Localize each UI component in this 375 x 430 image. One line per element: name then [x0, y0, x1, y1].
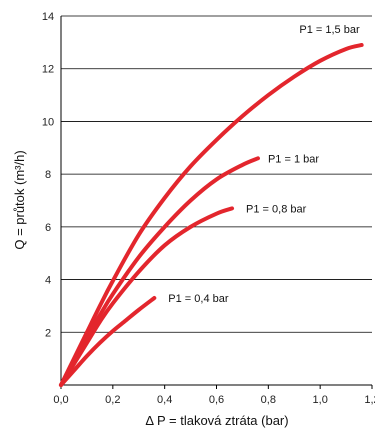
x-tick-label: 0,0: [53, 394, 68, 406]
y-tick-label: 8: [45, 169, 51, 181]
y-tick-label: 12: [42, 64, 54, 76]
series-label: P1 = 1,5 bar: [299, 24, 360, 36]
series-line: [59, 296, 157, 387]
x-tick-label: 1,0: [313, 394, 328, 406]
series-lines: [59, 42, 364, 387]
x-tick-labels: 0,0 0,2 0,4 0,6 0,8 1,0 1,2: [53, 385, 375, 406]
series-line: [59, 42, 364, 387]
x-tick-label: 1,2: [364, 394, 375, 406]
x-tick-label: 0,6: [209, 394, 224, 406]
y-tick-labels: 2 4 6 8 10 12 14: [42, 11, 54, 339]
y-tick-label: 2: [45, 327, 51, 339]
y-tick-label: 14: [42, 11, 54, 23]
x-tick-label: 0,8: [261, 394, 276, 406]
series-label: P1 = 0,8 bar: [246, 203, 307, 215]
series-label: P1 = 1 bar: [268, 153, 319, 165]
x-axis-label: Δ P = tlaková ztráta (bar): [145, 413, 288, 428]
x-tick-label: 0,4: [157, 394, 172, 406]
y-axis-label: Q = průtok (m³/h): [12, 150, 27, 249]
series-label: P1 = 0,4 bar: [168, 293, 229, 305]
x-tick-label: 0,2: [105, 394, 120, 406]
y-tick-label: 6: [45, 222, 51, 234]
gridlines: [61, 15, 372, 333]
axes: [60, 16, 372, 386]
y-tick-label: 4: [45, 275, 51, 287]
series-labels: P1 = 0,4 bar P1 = 0,8 bar P1 = 1 bar P1 = 1…: [168, 24, 360, 305]
y-tick-label: 10: [42, 116, 54, 128]
